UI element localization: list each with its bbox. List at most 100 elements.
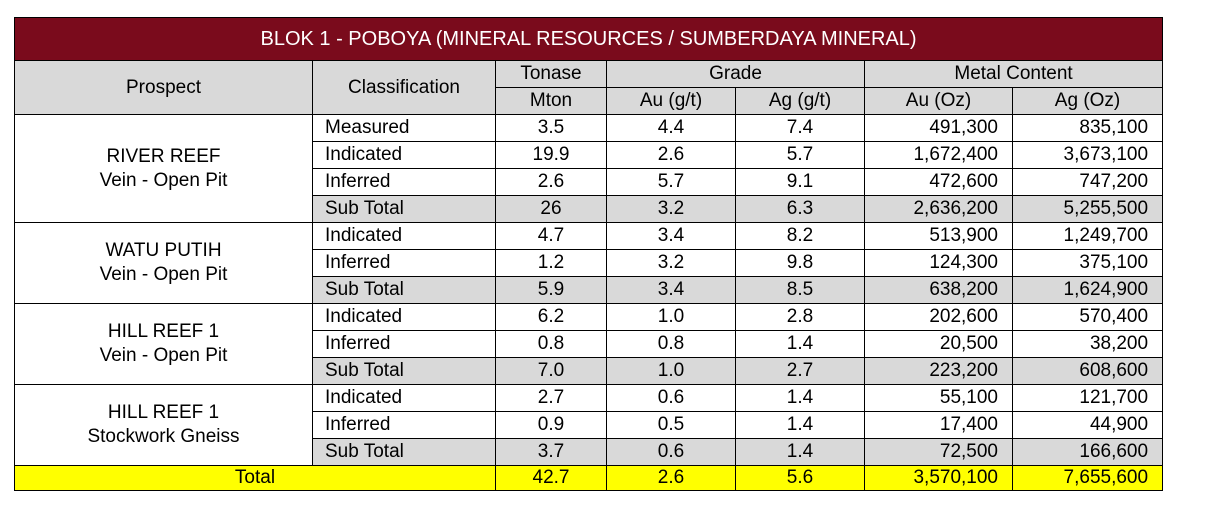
grade-ag-cell: 8.5: [735, 276, 865, 304]
grade-au-cell: 3.2: [606, 249, 736, 277]
metal-au-cell: 472,600: [864, 168, 1013, 196]
metal-au-cell: 124,300: [864, 249, 1013, 277]
grade-au-cell: 2.6: [606, 141, 736, 169]
tonase-cell: 19.9: [495, 141, 607, 169]
prospect-cell: WATU PUTIH Vein - Open Pit: [14, 222, 313, 304]
header-tonase: Tonase: [495, 60, 607, 88]
grade-ag-cell: 1.4: [735, 330, 865, 358]
classification-cell: Sub Total: [312, 357, 496, 385]
metal-ag-cell: 38,200: [1011, 330, 1164, 358]
metal-ag-cell: 166,600: [1011, 438, 1164, 466]
header-grade-ag: Ag (g/t): [735, 87, 865, 115]
total-tonase-cell: 42.7: [495, 465, 607, 491]
grade-ag-cell: 1.4: [735, 438, 865, 466]
prospect-name: WATU PUTIH: [105, 240, 222, 261]
subtotal-row: Sub Total 26 3.2 6.3 2,636,200 5,255,500: [15, 195, 1164, 223]
metal-ag-cell: 1,249,700: [1011, 222, 1164, 250]
header-tonase-unit: Mton: [495, 87, 607, 115]
header-grade-au: Au (g/t): [606, 87, 736, 115]
classification-cell: Indicated: [312, 141, 496, 169]
header-grade: Grade: [606, 60, 865, 88]
grade-ag-cell: 9.1: [735, 168, 865, 196]
header-metal-au: Au (Oz): [864, 87, 1013, 115]
table-row: HILL REEF 1 Stockwork Gneiss Indicated 2…: [14, 384, 1164, 466]
metal-ag-cell: 3,673,100: [1011, 141, 1164, 169]
grade-au-cell: 1.0: [606, 357, 736, 385]
metal-au-cell: 223,200: [864, 357, 1013, 385]
grade-au-cell: 0.5: [606, 411, 736, 439]
metal-au-cell: 20,500: [864, 330, 1013, 358]
prospect-name: HILL REEF 1: [107, 321, 220, 342]
metal-ag-cell: 747,200: [1011, 168, 1164, 196]
prospect-name: RIVER REEF: [106, 145, 221, 167]
table-row: Inferred 0.9 0.5 1.4 17,400 44,900: [15, 411, 1164, 439]
grade-au-cell: 3.4: [606, 222, 736, 250]
prospect-cell: HILL REEF 1 Stockwork Gneiss: [14, 384, 313, 466]
table-row: Inferred 2.6 5.7 9.1 472,600 747,200: [15, 168, 1164, 196]
grade-ag-cell: 8.2: [735, 222, 865, 250]
prospect-type: Vein - Open Pit: [99, 264, 228, 285]
classification-cell: Inferred: [312, 249, 496, 277]
metal-ag-cell: 121,700: [1011, 384, 1164, 412]
tonase-cell: 2.6: [495, 168, 607, 196]
total-metal-au-cell: 3,570,100: [864, 465, 1013, 491]
grade-au-cell: 4.4: [606, 114, 736, 142]
mineral-resources-table: BLOK 1 - POBOYA (MINERAL RESOURCES / SUM…: [13, 17, 1164, 491]
classification-cell: Sub Total: [312, 195, 496, 223]
classification-cell: Sub Total: [312, 438, 496, 466]
table-row: Indicated 19.9 2.6 5.7 1,672,400 3,673,1…: [15, 141, 1164, 169]
grade-au-cell: 3.4: [606, 276, 736, 304]
tonase-cell: 7.0: [495, 357, 607, 385]
tonase-cell: 3.5: [495, 114, 607, 142]
tonase-cell: 0.8: [495, 330, 607, 358]
total-row: Total 42.7 2.6 5.6 3,570,100 7,655,600: [14, 465, 1164, 491]
metal-au-cell: 491,300: [864, 114, 1013, 142]
resource-table-container: BLOK 1 - POBOYA (MINERAL RESOURCES / SUM…: [13, 17, 1164, 491]
tonase-cell: 5.9: [495, 276, 607, 304]
prospect-name: HILL REEF 1: [107, 402, 220, 423]
classification-cell: Inferred: [312, 168, 496, 196]
subtotal-row: Sub Total 7.0 1.0 2.7 223,200 608,600: [15, 357, 1164, 385]
metal-ag-cell: 44,900: [1011, 411, 1164, 439]
prospect-cell: RIVER REEF Vein - Open Pit: [14, 114, 313, 223]
metal-ag-cell: 5,255,500: [1011, 195, 1164, 223]
grade-ag-cell: 2.8: [735, 303, 865, 331]
grade-au-cell: 0.6: [606, 438, 736, 466]
prospect-type: Vein - Open Pit: [99, 169, 228, 191]
table-row: WATU PUTIH Vein - Open Pit Indicated 4.7…: [14, 222, 1164, 304]
metal-ag-cell: 1,624,900: [1011, 276, 1164, 304]
metal-au-cell: 72,500: [864, 438, 1013, 466]
classification-cell: Sub Total: [312, 276, 496, 304]
subtotal-row: Sub Total 5.9 3.4 8.5 638,200 1,624,900: [15, 276, 1164, 304]
table-title: BLOK 1 - POBOYA (MINERAL RESOURCES / SUM…: [13, 17, 1164, 61]
grade-ag-cell: 2.7: [735, 357, 865, 385]
metal-au-cell: 17,400: [864, 411, 1013, 439]
grade-ag-cell: 6.3: [735, 195, 865, 223]
grade-au-cell: 5.7: [606, 168, 736, 196]
grade-ag-cell: 7.4: [735, 114, 865, 142]
total-metal-ag-cell: 7,655,600: [1011, 465, 1164, 491]
tonase-cell: 4.7: [495, 222, 607, 250]
grade-au-cell: 0.6: [606, 384, 736, 412]
table-row: RIVER REEF Vein - Open Pit Measured 3.5 …: [14, 114, 1164, 223]
metal-au-cell: 2,636,200: [864, 195, 1013, 223]
total-grade-ag-cell: 5.6: [735, 465, 865, 491]
header-prospect: Prospect: [14, 60, 313, 115]
metal-au-cell: 55,100: [864, 384, 1013, 412]
table-row: HILL REEF 1 Vein - Open Pit Indicated 6.…: [14, 303, 1164, 385]
metal-ag-cell: 570,400: [1011, 303, 1164, 331]
prospect-type: Vein - Open Pit: [99, 345, 228, 366]
classification-cell: Indicated: [312, 303, 496, 331]
metal-ag-cell: 835,100: [1011, 114, 1164, 142]
tonase-cell: 1.2: [495, 249, 607, 277]
table-row: Inferred 1.2 3.2 9.8 124,300 375,100: [15, 249, 1164, 277]
metal-au-cell: 513,900: [864, 222, 1013, 250]
grade-ag-cell: 9.8: [735, 249, 865, 277]
metal-ag-cell: 608,600: [1011, 357, 1164, 385]
tonase-cell: 2.7: [495, 384, 607, 412]
tonase-cell: 26: [495, 195, 607, 223]
header-classification: Classification: [312, 60, 496, 115]
tonase-cell: 3.7: [495, 438, 607, 466]
grade-au-cell: 3.2: [606, 195, 736, 223]
grade-ag-cell: 1.4: [735, 384, 865, 412]
